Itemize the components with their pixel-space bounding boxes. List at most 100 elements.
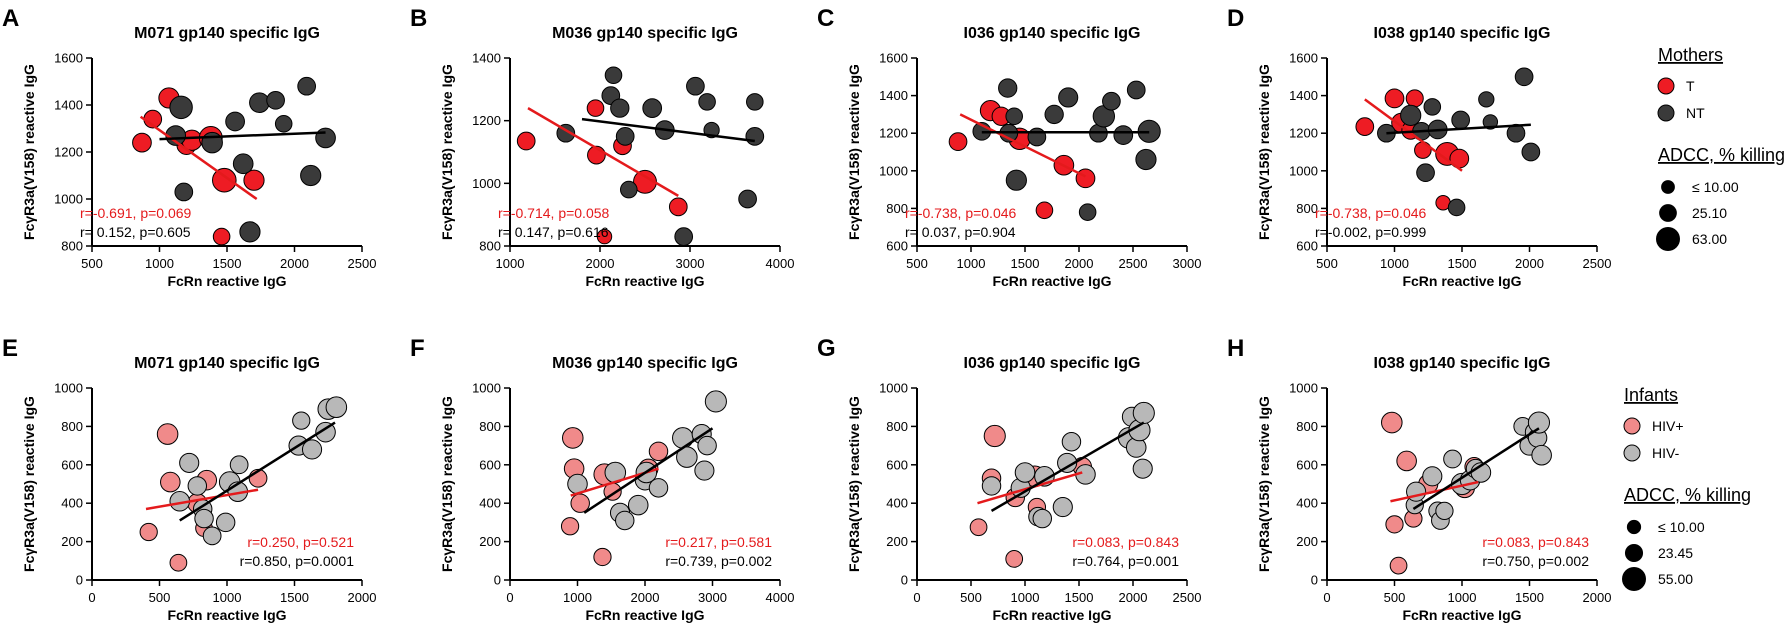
data-point <box>694 460 715 481</box>
panel-letter: C <box>817 5 834 32</box>
data-point <box>1113 125 1134 145</box>
legend-label: HIV+ <box>1652 418 1684 434</box>
data-point <box>1102 91 1121 111</box>
x-axis-label: FcRn reactive IgG <box>585 607 704 623</box>
y-tick-label: 1200 <box>879 126 908 141</box>
data-point <box>1514 67 1534 87</box>
chart-title: I036 gp140 specific IgG <box>964 25 1141 42</box>
data-point <box>169 553 188 572</box>
data-point <box>325 396 348 418</box>
correlation-stat: r=-0.738, p=0.046 <box>905 205 1017 221</box>
data-point <box>1132 401 1155 425</box>
x-tick-label: 4000 <box>766 590 795 605</box>
data-point <box>998 78 1018 98</box>
data-point <box>648 478 669 498</box>
data-point <box>1389 556 1408 575</box>
regression-line <box>959 113 1087 178</box>
regression-line <box>1364 98 1463 172</box>
y-axis-label: FcγR3a(V158) reactive IgG <box>846 396 862 572</box>
x-tick-label: 1000 <box>1448 590 1477 605</box>
data-point <box>672 427 694 449</box>
legend-title: Infants <box>1624 385 1678 405</box>
legend-swatch <box>1657 104 1675 122</box>
panel-letter: G <box>817 335 836 362</box>
data-point <box>1443 449 1462 469</box>
panel-letter: D <box>1227 5 1244 32</box>
x-tick-label: 2500 <box>348 256 377 271</box>
correlation-stat: r= 0.037, p=0.904 <box>905 224 1016 240</box>
data-point <box>212 227 231 246</box>
data-point <box>1521 142 1541 162</box>
correlation-stat: r=0.750, p=0.002 <box>1482 553 1589 569</box>
data-point <box>194 508 214 529</box>
y-axis-label: FcγR3a(V158) reactive IgG <box>439 396 455 572</box>
correlation-stat: r=0.083, p=0.843 <box>1482 534 1589 550</box>
data-point <box>1422 466 1443 487</box>
data-point <box>615 126 635 146</box>
x-tick-label: 1500 <box>213 256 242 271</box>
y-tick-label: 600 <box>886 457 908 472</box>
panel-d: D I038 gp140 specific IgG 500 1000 1500 2000 2… <box>1227 5 1611 289</box>
data-point <box>1075 168 1096 189</box>
x-tick-label: 0 <box>1323 590 1330 605</box>
panel-letter: B <box>410 5 427 32</box>
data-point <box>1035 201 1054 220</box>
x-tick-label: 500 <box>960 590 982 605</box>
data-point <box>225 111 245 132</box>
data-point <box>1447 198 1466 217</box>
data-point <box>169 95 193 120</box>
x-tick-label: 2000 <box>1515 256 1544 271</box>
data-point <box>1052 496 1073 518</box>
regression-line <box>581 117 755 143</box>
data-point <box>212 167 237 193</box>
legend-size-label: 55.00 <box>1658 571 1693 587</box>
y-tick-label: 400 <box>886 496 908 511</box>
data-point <box>1478 91 1495 108</box>
x-tick-label: 1500 <box>1065 590 1094 605</box>
data-point <box>1423 98 1442 116</box>
data-point <box>187 476 208 496</box>
legend-label: T <box>1686 78 1695 94</box>
legend-size-label: 25.10 <box>1692 205 1727 221</box>
data-point <box>615 510 635 531</box>
data-point <box>1135 148 1157 171</box>
data-point <box>738 189 757 209</box>
data-point <box>1385 515 1404 534</box>
x-tick-label: 4000 <box>766 256 795 271</box>
data-point <box>969 518 988 537</box>
data-point <box>160 471 181 493</box>
data-point <box>1078 203 1097 221</box>
y-tick-label: 1000 <box>54 381 83 396</box>
y-tick-label: 1200 <box>1289 126 1318 141</box>
chart-title: I038 gp140 specific IgG <box>1374 25 1551 42</box>
x-tick-label: 500 <box>81 256 103 271</box>
data-point <box>1044 104 1064 125</box>
x-tick-label: 2500 <box>1119 256 1148 271</box>
legend-size-label: ≤ 10.00 <box>1658 519 1705 535</box>
y-tick-label: 600 <box>1296 239 1318 254</box>
data-point <box>201 131 223 154</box>
correlation-stat: r=0.850, p=0.0001 <box>240 553 355 569</box>
legend-title: Mothers <box>1658 45 1723 65</box>
panel-letter: F <box>410 335 425 362</box>
regression-line <box>1390 480 1479 503</box>
x-axis-label: FcRn reactive IgG <box>1402 273 1521 289</box>
data-point <box>301 439 323 460</box>
regression-line <box>527 107 679 197</box>
x-axis-label: FcRn reactive IgG <box>167 273 286 289</box>
x-tick-label: 500 <box>149 590 171 605</box>
data-point <box>610 98 630 118</box>
y-axis-label: FcγR3a(V158) reactive IgG <box>21 64 37 240</box>
data-point <box>292 411 311 430</box>
y-tick-label: 800 <box>886 201 908 216</box>
data-point <box>1132 458 1153 479</box>
regression-line <box>159 131 326 141</box>
y-tick-label: 1400 <box>879 88 908 103</box>
data-point <box>266 90 285 110</box>
y-tick-label: 800 <box>1296 419 1318 434</box>
data-point <box>239 221 261 243</box>
y-axis-label: FcγR3a(V158) reactive IgG <box>439 64 455 240</box>
y-tick-label: 800 <box>479 239 501 254</box>
